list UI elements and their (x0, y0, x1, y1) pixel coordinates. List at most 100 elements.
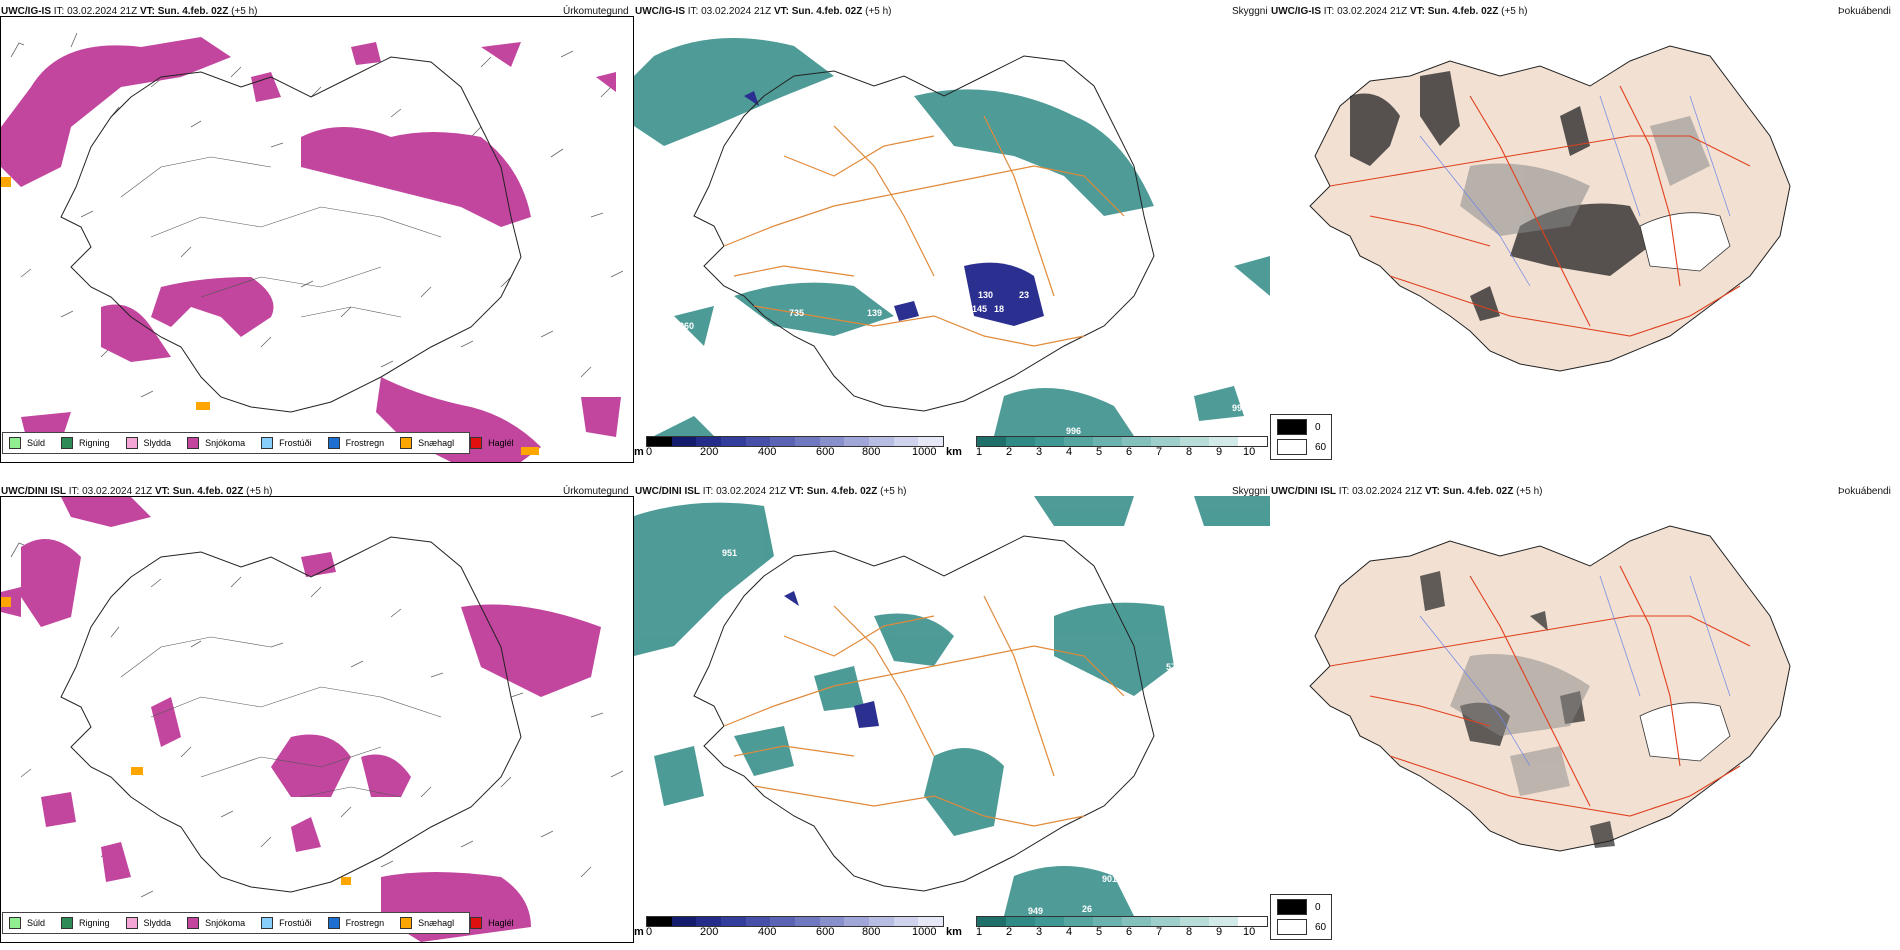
row2-precip-map (0, 496, 634, 943)
fog-tick: 60 (1315, 921, 1327, 933)
legend-item: Súld (9, 917, 45, 929)
cloud-label: 130 (978, 290, 993, 300)
visibility-tick: 4 (1066, 446, 1073, 458)
cloud-label: 86 (1044, 308, 1054, 318)
legend-item: Snjókoma (187, 917, 245, 929)
cloud-label: 30 (919, 168, 929, 178)
row2-precip-title: UWC/DINI ISL IT: 03.02.2024 21Z VT: Sun.… (1, 486, 273, 497)
visibility-tick: 9 (1216, 446, 1223, 458)
visibility-tick: 6 (1126, 926, 1133, 938)
row2-ceiling-scale: m 0 200 400 600 800 1000 (634, 916, 944, 950)
fog-swatch-black (1277, 899, 1307, 915)
fog-swatch-white (1277, 439, 1307, 455)
visibility-tick: 8 (1186, 926, 1193, 938)
cloud-label: 23 (1019, 290, 1029, 300)
cloud-label: 350 (940, 716, 955, 726)
ceiling-tick: 400 (758, 446, 777, 458)
ceiling-tick: 200 (700, 926, 719, 938)
row2-cloud-panel: UWC/DINI ISL IT: 03.02.2024 21Z VT: Sun.… (634, 480, 1270, 950)
iceland-outline (60, 536, 522, 893)
visibility-tick: 9 (1216, 926, 1223, 938)
legend-swatch (9, 437, 21, 449)
visibility-unit: km (946, 446, 962, 458)
cloud-label: 871 (694, 138, 709, 148)
fog-swatch-white (1277, 919, 1307, 935)
row1-fog-scale: 0 60 (1270, 414, 1332, 460)
row2-fog-panel: UWC/DINI ISL IT: 03.02.2024 21Z VT: Sun.… (1270, 480, 1900, 950)
legend-swatch (470, 917, 483, 929)
visibility-tick: 5 (1096, 926, 1103, 938)
visibility-tick: 4 (1066, 926, 1073, 938)
row1-cloud-panel: UWC/IG-IS IT: 03.02.2024 21Z VT: Sun. 4.… (634, 0, 1270, 470)
row2-fog-map (1270, 496, 1900, 896)
legend-item: Snæhagl (400, 437, 454, 449)
cloud-label: 728 (894, 158, 909, 168)
visibility-tick: 3 (1036, 446, 1043, 458)
legend-swatch (261, 917, 274, 929)
snow-areas (1, 37, 621, 462)
row2-fog-scale: 0 60 (1270, 894, 1332, 940)
legend-swatch (187, 437, 200, 449)
legend-item: Snæhagl (400, 917, 454, 929)
cloud-label: 139 (867, 308, 882, 318)
ceiling-unit: m (634, 926, 644, 938)
ceiling-tick: 0 (646, 446, 653, 458)
row2-precip-legend: Súld Rigning Slydda Snjókoma Frostúði Fr… (2, 912, 514, 934)
cloud-label: 26 (1082, 904, 1092, 914)
snow-areas (1, 497, 601, 942)
legend-swatch (327, 437, 340, 449)
legend-swatch (9, 917, 21, 929)
ceiling-tick: 600 (816, 446, 835, 458)
legend-item: Frostregn (327, 917, 384, 929)
visibility-tick: 1 (976, 926, 983, 938)
legend-swatch (125, 437, 138, 449)
ceiling-unit: m (634, 446, 644, 458)
ceiling-tick: 800 (862, 926, 881, 938)
row1-ceiling-scale: m 0 200 400 600 800 1000 (634, 436, 944, 470)
legend-item: Frostúði (261, 437, 312, 449)
fog-tick: 0 (1315, 421, 1321, 433)
visibility-tick: 6 (1126, 446, 1133, 458)
visibility-tick: 5 (1096, 446, 1103, 458)
cloud-label: 11 (916, 384, 926, 394)
legend-item: Haglél (470, 917, 514, 929)
row1-cloud-title: UWC/IG-IS IT: 03.02.2024 21Z VT: Sun. 4.… (635, 6, 892, 17)
row2-precip-panel: UWC/DINI ISL IT: 03.02.2024 21Z VT: Sun.… (0, 480, 634, 950)
row1-fog-map (1270, 16, 1900, 416)
fog-roads (1329, 85, 1751, 337)
row2-cloud-map: 951 923 575 350 588 85 901 949 26 (634, 496, 1270, 916)
cloud-teal-areas (634, 496, 1270, 916)
visibility-tick: 3 (1036, 926, 1043, 938)
visibility-tick: 7 (1156, 926, 1163, 938)
legend-item: Snjókoma (187, 437, 245, 449)
row1-precip-panel: UWC/IG-IS IT: 03.02.2024 21Z VT: Sun. 4.… (0, 0, 634, 470)
row1-cloud-map: 871 930 728 348 30 31 28 735 139 130 145… (634, 16, 1270, 436)
snow-pellets (1, 177, 539, 455)
cloud-label: 997 (1232, 403, 1247, 413)
cloud-label: 996 (1066, 426, 1081, 436)
cloud-label: 960 (679, 321, 694, 331)
ceiling-tick: 200 (700, 446, 719, 458)
row1-precip-type-label: Úrkomutegund (563, 6, 629, 17)
cloud-label: 145 (972, 304, 987, 314)
iceland-outline (60, 56, 522, 413)
legend-item: Rigning (61, 917, 110, 929)
cloud-label: 18 (994, 304, 1004, 314)
legend-item: Frostregn (327, 437, 384, 449)
legend-swatch (400, 917, 413, 929)
legend-swatch (470, 437, 483, 449)
visibility-tick: 10 (1243, 446, 1256, 458)
row2-fog-title: UWC/DINI ISL IT: 03.02.2024 21Z VT: Sun.… (1271, 486, 1543, 497)
iceland-outline (693, 55, 1155, 412)
visibility-tick: 2 (1006, 446, 1013, 458)
cloud-label: 930 (644, 168, 659, 178)
legend-item: Haglél (470, 437, 514, 449)
cloud-label: 28 (934, 188, 944, 198)
cloud-label: 735 (789, 308, 804, 318)
cloud-label: 949 (1028, 906, 1043, 916)
legend-swatch (327, 917, 340, 929)
visibility-tick: 10 (1243, 926, 1256, 938)
row1-fog-panel: UWC/IG-IS IT: 03.02.2024 21Z VT: Sun. 4.… (1270, 0, 1900, 470)
legend-item: Slydda (125, 917, 171, 929)
row2-cloud-type-label: Skyggni (1232, 486, 1268, 497)
